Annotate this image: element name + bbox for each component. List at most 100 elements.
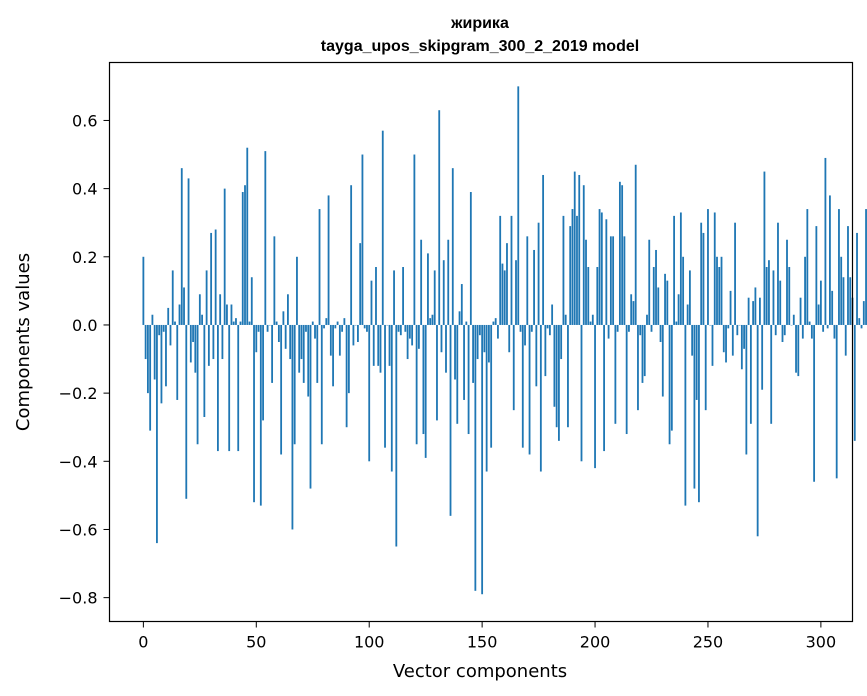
bar-44 bbox=[241, 192, 244, 325]
bar-7 bbox=[158, 324, 161, 336]
bar-15 bbox=[176, 324, 179, 400]
bar-207 bbox=[609, 236, 612, 325]
bar-69 bbox=[298, 324, 301, 373]
bar-17 bbox=[180, 168, 183, 325]
bar-48 bbox=[250, 277, 253, 325]
bar-61 bbox=[280, 324, 283, 455]
bar-30 bbox=[210, 232, 213, 325]
bar-249 bbox=[704, 324, 707, 411]
bar-216 bbox=[630, 294, 633, 325]
bar-156 bbox=[494, 318, 497, 325]
bar-266 bbox=[743, 324, 746, 349]
bar-177 bbox=[542, 174, 545, 325]
bar-273 bbox=[759, 297, 761, 325]
bar-269 bbox=[749, 324, 752, 424]
bar-253 bbox=[713, 212, 716, 325]
bar-236 bbox=[675, 321, 678, 325]
bar-78 bbox=[318, 209, 321, 325]
bar-270 bbox=[752, 301, 755, 325]
bar-73 bbox=[307, 324, 310, 397]
bar-243 bbox=[691, 324, 694, 356]
bar-12 bbox=[169, 324, 172, 346]
bar-267 bbox=[745, 324, 748, 455]
bar-23 bbox=[194, 324, 197, 373]
bar-295 bbox=[808, 321, 811, 325]
bar-208 bbox=[612, 236, 615, 325]
bar-129 bbox=[433, 270, 436, 325]
bar-131 bbox=[438, 110, 441, 325]
bar-285 bbox=[786, 239, 788, 325]
bar-263 bbox=[736, 324, 739, 336]
bar-282 bbox=[779, 280, 782, 325]
bar-312 bbox=[847, 226, 849, 325]
bar-110 bbox=[390, 324, 393, 472]
bar-53 bbox=[262, 324, 264, 421]
bar-37 bbox=[226, 304, 228, 325]
bar-174 bbox=[535, 324, 538, 387]
bar-305 bbox=[831, 290, 834, 325]
y-tick-label: −0.4 bbox=[59, 452, 98, 471]
bar-233 bbox=[668, 324, 671, 445]
bar-series bbox=[142, 86, 867, 595]
bar-39 bbox=[230, 304, 233, 325]
bar-90 bbox=[345, 324, 348, 428]
bar-99 bbox=[366, 324, 368, 332]
bar-143 bbox=[465, 321, 468, 325]
bar-202 bbox=[598, 209, 601, 325]
bar-65 bbox=[289, 324, 292, 360]
bar-298 bbox=[815, 226, 818, 325]
bar-153 bbox=[488, 324, 490, 363]
bar-317 bbox=[858, 318, 861, 325]
bar-199 bbox=[591, 314, 594, 325]
bar-206 bbox=[607, 324, 610, 339]
bar-190 bbox=[571, 209, 574, 325]
bar-272 bbox=[756, 324, 759, 537]
bar-191 bbox=[573, 171, 576, 325]
bar-146 bbox=[472, 324, 474, 383]
bar-248 bbox=[702, 232, 705, 325]
bar-288 bbox=[792, 314, 795, 325]
bar-159 bbox=[501, 263, 504, 325]
bar-291 bbox=[799, 297, 802, 325]
bar-319 bbox=[862, 301, 865, 325]
bar-231 bbox=[664, 273, 666, 325]
bar-64 bbox=[287, 294, 289, 325]
bar-229 bbox=[659, 324, 662, 342]
plot-frame bbox=[108, 61, 854, 623]
bar-132 bbox=[440, 324, 443, 353]
bar-281 bbox=[777, 222, 779, 325]
y-tick-label: 0.6 bbox=[72, 111, 97, 130]
bar-315 bbox=[853, 324, 856, 441]
bar-218 bbox=[634, 164, 637, 325]
bar-85 bbox=[334, 324, 337, 329]
bar-279 bbox=[772, 270, 775, 325]
bar-172 bbox=[530, 324, 533, 332]
bar-297 bbox=[813, 324, 816, 482]
bar-1 bbox=[144, 324, 147, 360]
bar-178 bbox=[544, 324, 547, 377]
bar-5 bbox=[153, 324, 156, 380]
bar-46 bbox=[246, 147, 249, 325]
bar-258 bbox=[725, 324, 727, 363]
bar-280 bbox=[774, 324, 777, 336]
bar-205 bbox=[605, 219, 608, 325]
bar-138 bbox=[454, 324, 456, 380]
bar-313 bbox=[849, 277, 852, 325]
bar-18 bbox=[183, 287, 185, 325]
bar-142 bbox=[463, 324, 465, 400]
bar-100 bbox=[368, 324, 371, 462]
bar-176 bbox=[539, 324, 542, 472]
bar-113 bbox=[397, 324, 400, 332]
bar-62 bbox=[282, 311, 285, 325]
bar-115 bbox=[402, 267, 404, 325]
bar-250 bbox=[707, 209, 709, 325]
bar-79 bbox=[320, 324, 323, 445]
bar-310 bbox=[842, 277, 845, 325]
bar-294 bbox=[806, 209, 809, 325]
bar-88 bbox=[341, 324, 344, 332]
bar-210 bbox=[616, 324, 619, 332]
bar-84 bbox=[332, 324, 334, 387]
bar-237 bbox=[677, 294, 680, 325]
bar-246 bbox=[698, 324, 700, 503]
